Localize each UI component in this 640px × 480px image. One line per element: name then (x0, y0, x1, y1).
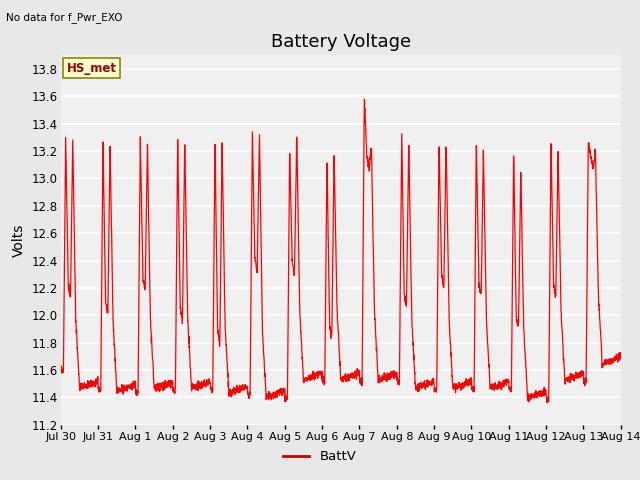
Legend: BattV: BattV (278, 445, 362, 468)
Text: No data for f_Pwr_EXO: No data for f_Pwr_EXO (6, 12, 123, 23)
Title: Battery Voltage: Battery Voltage (271, 33, 411, 51)
Y-axis label: Volts: Volts (12, 223, 26, 257)
Text: HS_met: HS_met (67, 62, 116, 75)
